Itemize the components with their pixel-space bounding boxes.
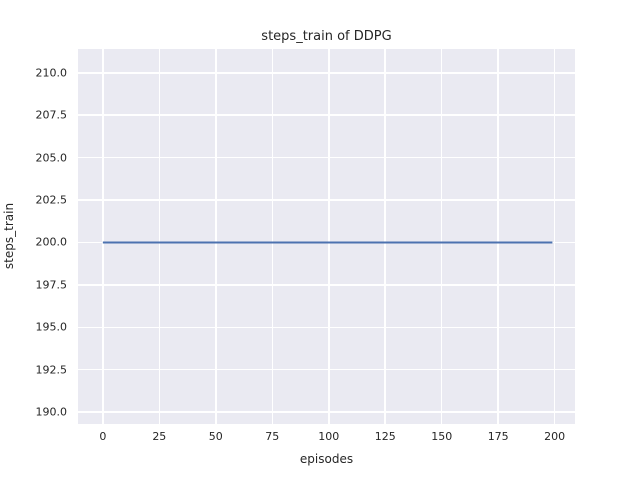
x-tick-label: 0: [99, 430, 107, 443]
gridline-vertical: [158, 49, 161, 424]
y-tick-label: 202.5: [35, 193, 68, 207]
gridline-vertical: [271, 49, 274, 424]
gridline-vertical: [497, 49, 499, 424]
x-axis-label: episodes: [299, 452, 354, 466]
y-tick-label: 192.5: [35, 363, 68, 377]
x-tick-label: 100: [318, 430, 340, 443]
gridline-horizontal: [78, 72, 575, 74]
gridline-horizontal: [78, 326, 575, 329]
plot-area: [78, 49, 575, 424]
gridline-horizontal: [78, 156, 575, 159]
x-tick-label: 200: [544, 430, 566, 443]
y-tick-label: 197.5: [35, 278, 68, 292]
x-tick-label: 25: [152, 430, 167, 443]
line-series: [102, 241, 553, 244]
gridline-horizontal: [78, 199, 575, 201]
y-tick-label: 195.0: [35, 320, 68, 334]
gridline-horizontal: [78, 114, 575, 116]
y-tick-label: 207.5: [35, 108, 68, 122]
x-tick-label: 150: [431, 430, 453, 443]
gridline-vertical: [328, 49, 330, 424]
gridline-vertical: [102, 49, 104, 424]
x-tick-label: 125: [374, 430, 396, 443]
gridline-horizontal: [78, 411, 575, 413]
gridline-vertical: [440, 49, 443, 424]
x-tick-label: 175: [487, 430, 509, 443]
y-tick-label: 205.0: [35, 151, 68, 165]
gridline-vertical: [553, 49, 556, 424]
y-axis-label: steps_train: [2, 202, 16, 270]
y-tick-label: 190.0: [35, 405, 68, 419]
x-tick-label: 50: [208, 430, 223, 443]
gridline-horizontal: [78, 284, 575, 286]
y-tick-label: 200.0: [35, 235, 68, 249]
y-tick-label: 210.0: [35, 66, 68, 80]
chart-title: steps_train of DDPG: [261, 29, 392, 44]
x-tick-label: 75: [265, 430, 280, 443]
gridline-vertical: [215, 49, 217, 424]
gridline-vertical: [384, 49, 386, 424]
gridline-horizontal: [78, 368, 575, 371]
